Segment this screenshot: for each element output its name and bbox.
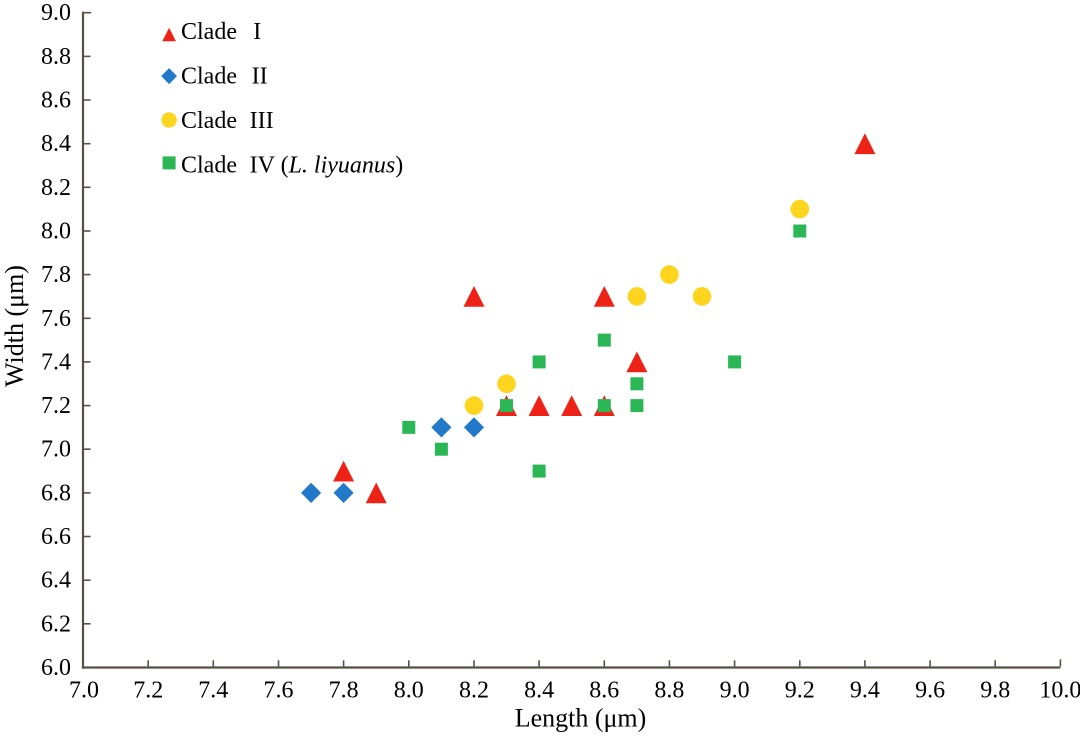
- svg-text:Length (μm): Length (μm): [515, 704, 647, 733]
- svg-text:9.2: 9.2: [785, 677, 815, 703]
- svg-text:9.4: 9.4: [850, 677, 880, 703]
- svg-text:6.6: 6.6: [41, 524, 71, 550]
- svg-text:8.6: 8.6: [41, 88, 71, 114]
- svg-text:7.0: 7.0: [69, 677, 99, 703]
- svg-text:7.8: 7.8: [41, 262, 71, 288]
- svg-text:6.0: 6.0: [41, 655, 71, 681]
- svg-text:8.6: 8.6: [589, 677, 619, 703]
- svg-text:8.4: 8.4: [41, 131, 71, 157]
- svg-text:9.0: 9.0: [720, 677, 750, 703]
- svg-text:7.2: 7.2: [41, 393, 71, 419]
- svg-text:6.4: 6.4: [41, 568, 71, 594]
- svg-text:7.2: 7.2: [133, 677, 163, 703]
- svg-text:7.8: 7.8: [329, 677, 359, 703]
- svg-text:8.0: 8.0: [41, 219, 71, 245]
- svg-text:6.2: 6.2: [41, 611, 71, 637]
- svg-text:8.2: 8.2: [41, 175, 71, 201]
- svg-text:9.8: 9.8: [980, 677, 1010, 703]
- svg-text:8.8: 8.8: [654, 677, 684, 703]
- svg-text:8.2: 8.2: [459, 677, 489, 703]
- svg-text:8.8: 8.8: [41, 44, 71, 70]
- svg-text:8.0: 8.0: [394, 677, 424, 703]
- svg-text:7.0: 7.0: [41, 437, 71, 463]
- svg-text:7.6: 7.6: [41, 306, 71, 332]
- svg-text:6.8: 6.8: [41, 480, 71, 506]
- svg-text:7.4: 7.4: [198, 677, 228, 703]
- svg-text:7.4: 7.4: [41, 349, 71, 375]
- svg-text:9.6: 9.6: [915, 677, 945, 703]
- svg-text:Width (μm): Width (μm): [0, 265, 29, 387]
- svg-text:9.0: 9.0: [41, 0, 71, 26]
- svg-text:7.6: 7.6: [264, 677, 294, 703]
- svg-text:10.0: 10.0: [1039, 677, 1080, 703]
- svg-text:8.4: 8.4: [524, 677, 554, 703]
